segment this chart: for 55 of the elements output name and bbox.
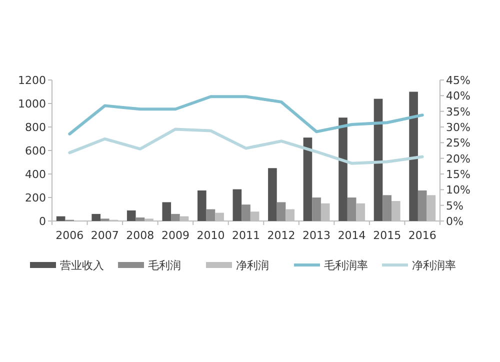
legend-label: 毛利润率 xyxy=(324,259,368,272)
bar xyxy=(312,198,321,221)
bar xyxy=(242,204,250,221)
x-tick-label: 2010 xyxy=(196,229,225,242)
bar xyxy=(198,190,206,221)
x-tick-label: 2015 xyxy=(373,229,402,242)
legend-label: 净利润 xyxy=(236,259,269,272)
y-tick-label: 1000 xyxy=(18,98,46,110)
bar xyxy=(126,210,136,221)
x-tick-label: 2009 xyxy=(161,229,190,242)
y-tick-label: 800 xyxy=(25,121,46,134)
x-tick-label: 2008 xyxy=(126,229,154,242)
y2-tick-label: 20% xyxy=(446,152,470,166)
bar xyxy=(374,98,383,221)
bar xyxy=(171,214,180,221)
bar xyxy=(136,217,145,221)
legend-label: 净利润率 xyxy=(412,259,456,272)
bar xyxy=(347,198,356,221)
x-tick-label: 2007 xyxy=(90,229,119,242)
bar xyxy=(409,92,418,221)
bar xyxy=(418,190,427,221)
y-tick-label: 200 xyxy=(25,192,46,204)
bar xyxy=(206,209,216,221)
y2-tick-label: 10% xyxy=(446,184,470,197)
x-tick-label: 2014 xyxy=(338,229,366,242)
bar xyxy=(382,195,392,221)
x-tick-label: 2011 xyxy=(232,229,260,242)
y2-tick-label: 15% xyxy=(446,168,470,181)
legend-label: 毛利润 xyxy=(148,259,181,272)
line-series xyxy=(68,95,424,136)
y2-tick-label: 40% xyxy=(446,90,470,103)
legend-label: 营业收入 xyxy=(60,259,104,272)
y-tick-label: 1200 xyxy=(18,74,46,87)
y2-tick-label: 0% xyxy=(446,215,464,228)
y2-tick-label: 5% xyxy=(446,199,464,212)
y2-tick-label: 30% xyxy=(446,121,470,134)
y-tick-label: 600 xyxy=(25,144,46,158)
x-tick-label: 2012 xyxy=(267,229,296,242)
bar xyxy=(232,189,242,221)
y-tick-label: 400 xyxy=(25,168,46,181)
bar xyxy=(303,138,312,221)
bar xyxy=(338,118,348,221)
x-tick-label: 2006 xyxy=(56,229,84,242)
x-tick-label: 2016 xyxy=(408,229,436,242)
bar xyxy=(276,202,286,221)
y2-tick-label: 25% xyxy=(446,136,470,150)
y2-tick-label: 35% xyxy=(446,105,470,118)
bar xyxy=(268,168,277,221)
bar xyxy=(162,202,172,221)
bar xyxy=(92,214,100,221)
y2-tick-label: 45% xyxy=(446,74,470,87)
x-tick-label: 2013 xyxy=(302,229,331,242)
line-series xyxy=(68,128,424,165)
bar xyxy=(56,216,66,221)
y-tick-label: 0 xyxy=(39,215,46,228)
